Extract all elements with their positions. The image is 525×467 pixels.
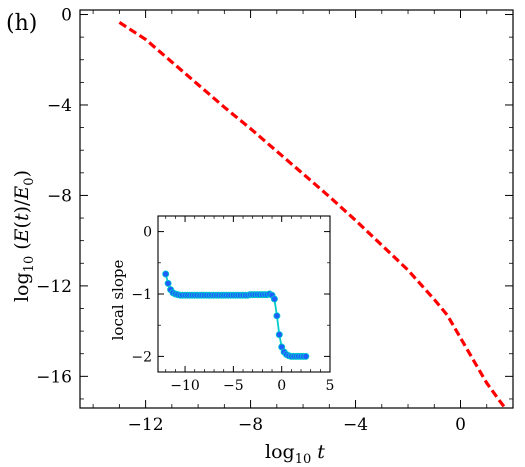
inset-x-tick-label: −10 <box>170 378 200 394</box>
y-tick-label: −12 <box>36 277 72 297</box>
inset-series <box>162 270 310 360</box>
x-tick-label: −12 <box>128 415 164 435</box>
inset-x-tick-label: 0 <box>277 378 286 394</box>
inset-x-tick-label: 5 <box>326 378 335 394</box>
y-tick-label: −16 <box>36 367 72 387</box>
inset-y-tick-label: −1 <box>131 287 152 303</box>
svg-text:log10 (E(t)/E0): log10 (E(t)/E0) <box>11 170 37 302</box>
inset-chart: −10 −5 0 5 0 −1 −2 <box>131 215 334 394</box>
inset-y-tick-label: −2 <box>131 349 152 365</box>
local-slope-point <box>164 279 172 287</box>
main-y-axis-label: log10 (E(t)/E0) <box>11 170 37 302</box>
inset-y-tick-label: 0 <box>143 225 152 241</box>
main-chart: −12 −8 −4 0 0 −4 −8 −12 −16 <box>36 6 514 435</box>
panel-label: (h) <box>6 11 37 36</box>
inset-x-tick-label: −5 <box>223 378 244 394</box>
local-slope-point <box>162 270 170 278</box>
energy-decay-series-line <box>118 21 507 409</box>
main-ticks: −12 −8 −4 0 0 −4 −8 −12 −16 <box>36 6 514 435</box>
y-tick-label: 0 <box>61 6 72 26</box>
main-plot-frame <box>79 9 514 409</box>
inset-ticks: −10 −5 0 5 0 −1 −2 <box>131 216 334 394</box>
main-x-axis-label: log10 t <box>265 441 325 467</box>
y-tick-label: −8 <box>47 186 72 206</box>
x-tick-label: −8 <box>238 415 263 435</box>
local-slope-point <box>273 312 281 320</box>
inset-y-axis-label: local slope <box>109 260 127 341</box>
x-tick-label: 0 <box>455 415 466 435</box>
local-slope-point <box>275 331 283 339</box>
y-tick-label: −4 <box>47 96 72 116</box>
x-tick-label: −4 <box>343 415 368 435</box>
main-series <box>118 21 507 409</box>
local-slope-point <box>302 352 310 360</box>
local-slope-point <box>270 295 278 303</box>
